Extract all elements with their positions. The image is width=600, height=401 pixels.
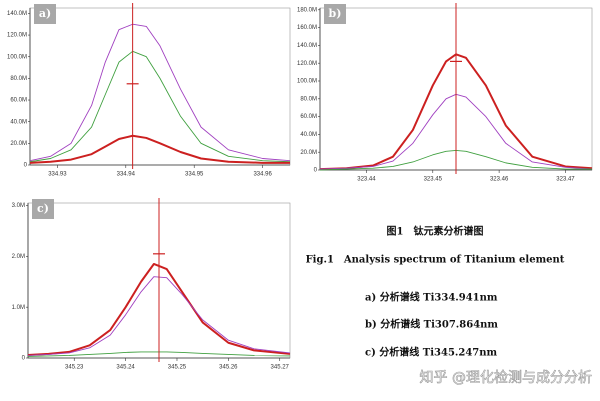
- series-line: [27, 262, 291, 356]
- y-tick-label: 0: [22, 356, 26, 362]
- caption-line: c) 分析谱线 Ti345.247nm: [365, 346, 498, 359]
- y-tick-label: 60.0M: [10, 98, 27, 104]
- caption-line: a) 分析谱线 Ti334.941nm: [365, 291, 498, 304]
- watermark: 知乎 @理化检测与成分分析: [420, 369, 592, 386]
- x-tick-label: 345.25: [168, 365, 187, 371]
- y-tick-label: 180.0M: [297, 7, 317, 13]
- y-tick-label: 0: [314, 168, 318, 174]
- panel-label-box: [32, 199, 54, 219]
- series-line: [319, 53, 593, 171]
- caption-title-en: Fig.1 Analysis spectrum of Titanium elem…: [306, 255, 565, 266]
- panel-label: b): [329, 7, 342, 20]
- x-tick-label: 323.45: [424, 177, 443, 183]
- x-tick-label: 323.46: [490, 177, 509, 183]
- y-tick-label: 3.0M: [12, 203, 25, 209]
- y-tick-label: 100.0M: [7, 54, 27, 60]
- y-tick-label: 140.0M: [297, 43, 317, 49]
- y-tick-label: 120.0M: [7, 33, 27, 39]
- y-tick-label: 100.0M: [297, 79, 317, 85]
- series-line: [319, 149, 592, 171]
- panel-label: a): [39, 7, 51, 20]
- series-line: [29, 134, 290, 164]
- x-tick-label: 345.23: [65, 365, 84, 371]
- plot-frame: [29, 7, 291, 166]
- x-tick-label: 334.95: [185, 172, 204, 178]
- y-tick-label: 60.0M: [300, 114, 317, 120]
- y-tick-label: 1.0M: [12, 305, 25, 311]
- x-tick-label: 345.24: [116, 365, 135, 371]
- y-tick-label: 0: [24, 163, 28, 169]
- series-line: [319, 93, 593, 170]
- panel-label: c): [37, 202, 49, 215]
- series-line: [29, 50, 291, 163]
- x-tick-label: 334.93: [48, 172, 67, 178]
- y-tick-label: 160.0M: [297, 25, 317, 31]
- series-line: [27, 351, 291, 357]
- y-tick-label: 40.0M: [10, 119, 27, 125]
- y-tick-label: 40.0M: [300, 132, 317, 138]
- y-tick-label: 120.0M: [297, 61, 317, 67]
- x-tick-label: 345.27: [271, 365, 290, 371]
- series-line: [27, 276, 291, 356]
- caption-title-cn: 图1 钛元素分析谱图: [387, 225, 484, 238]
- y-tick-label: 140.0M: [7, 11, 27, 17]
- x-tick-label: 334.96: [253, 172, 272, 178]
- y-tick-label: 20.0M: [10, 141, 27, 147]
- y-tick-label: 2.0M: [12, 254, 25, 260]
- series-line: [29, 23, 291, 162]
- caption-line: b) 分析谱线 Ti307.864nm: [365, 318, 498, 331]
- x-tick-label: 323.47: [556, 177, 575, 183]
- panel-label-box: [34, 4, 56, 24]
- y-tick-label: 80.0M: [300, 96, 317, 102]
- x-tick-label: 334.94: [117, 172, 136, 178]
- panel-label-box: [324, 4, 346, 24]
- x-tick-label: 323.44: [357, 177, 376, 183]
- y-tick-label: 20.0M: [300, 150, 317, 156]
- x-tick-label: 345.26: [219, 365, 238, 371]
- y-tick-label: 80.0M: [10, 76, 27, 82]
